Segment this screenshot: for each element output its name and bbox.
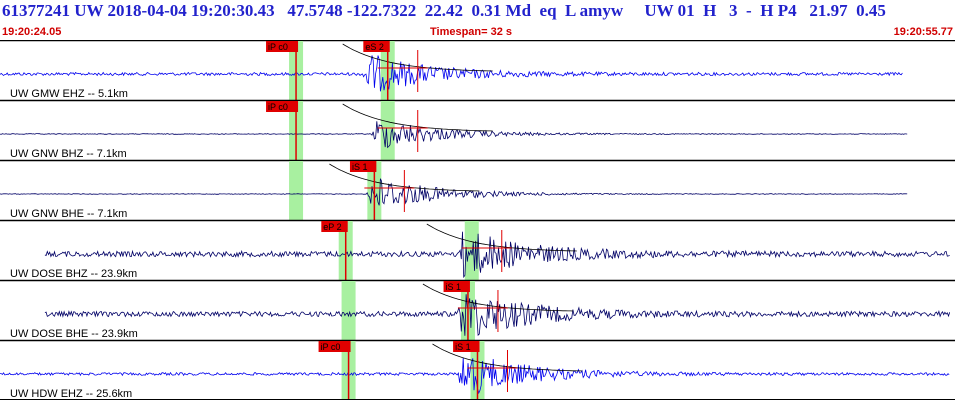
- phase-pick-label: iS 1: [446, 282, 462, 292]
- channel-label: UW DOSE BHZ -- 23.9km: [10, 268, 137, 280]
- channel-label: UW GNW BHE -- 7.1km: [10, 208, 127, 220]
- pick-window-band: [341, 281, 356, 340]
- channel-panel[interactable]: eP 2 UW DOSE BHZ -- 23.9km: [0, 219, 955, 280]
- phase-pick-tag[interactable]: [349, 161, 377, 172]
- channel-panel[interactable]: iS 1 UW GNW BHE -- 7.1km: [0, 159, 955, 220]
- panel-background: [0, 100, 955, 160]
- phase-pick-label: eS 2: [365, 42, 384, 52]
- channel-panel[interactable]: iP c0 UW GNW BHZ -- 7.1km: [0, 99, 955, 160]
- timeline-end-time: 19:20:55.77: [893, 26, 953, 38]
- channel-label: UW DOSE BHE -- 23.9km: [10, 328, 138, 340]
- phase-pick-tag[interactable]: [321, 221, 348, 232]
- channel-label: UW GMW EHZ -- 5.1km: [10, 88, 128, 100]
- timeline-start-time: 19:20:24.05: [2, 26, 62, 38]
- event-summary-title: 61377241 UW 2018-04-04 19:20:30.43 47.57…: [2, 1, 886, 20]
- waveform-trace: [0, 55, 903, 92]
- phase-pick-label: iP c0: [268, 42, 288, 52]
- timespan-label: Timespan= 32 s: [430, 26, 513, 38]
- phase-pick-label: iP c0: [268, 102, 288, 112]
- phase-pick-tag[interactable]: [266, 101, 299, 112]
- waveform-trace: [0, 178, 908, 206]
- phase-pick-tag[interactable]: [318, 341, 351, 352]
- channel-panel[interactable]: iS 1 UW DOSE BHE -- 23.9km: [0, 279, 955, 340]
- pick-window-band: [464, 221, 479, 280]
- channel-label: UW GNW BHZ -- 7.1km: [10, 148, 127, 160]
- waveform-trace: [0, 121, 908, 149]
- phase-pick-tag[interactable]: [363, 41, 390, 52]
- phase-pick-label: eP 2: [323, 222, 341, 232]
- channel-label: UW HDW EHZ -- 25.6km: [10, 388, 132, 400]
- seismogram-header: 61377241 UW 2018-04-04 19:20:30.43 47.57…: [0, 0, 955, 40]
- seismogram-panels[interactable]: iP c0 eS 2 UW GMW EHZ -- 5.1km iP c0 UW GNW …: [0, 40, 955, 400]
- pick-window-band: [380, 101, 395, 160]
- pick-window-band: [289, 161, 304, 220]
- panel-background: [0, 160, 955, 220]
- phase-pick-tag[interactable]: [443, 281, 470, 292]
- phase-pick-tag[interactable]: [266, 41, 299, 52]
- phase-pick-label: iS 1: [352, 162, 368, 172]
- channel-panel[interactable]: iP c0 eS 2 UW GMW EHZ -- 5.1km: [0, 40, 955, 100]
- phase-pick-label: iP c0: [321, 342, 341, 352]
- phase-pick-label: iS 1: [455, 342, 471, 352]
- phase-pick-tag[interactable]: [453, 341, 480, 352]
- waveform-trace: [0, 357, 950, 395]
- panel-background: [0, 40, 955, 100]
- waveform-trace: [44, 231, 950, 279]
- channel-panel[interactable]: iP c0 iS 1 UW HDW EHZ -- 25.6km: [0, 339, 955, 400]
- waveform-trace: [44, 294, 951, 336]
